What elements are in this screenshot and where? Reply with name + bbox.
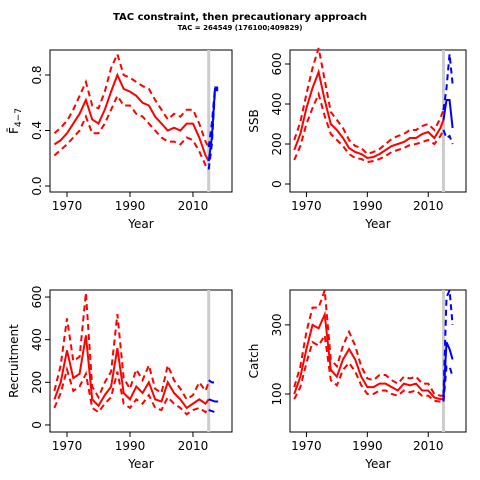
series-line (293, 91, 445, 164)
series-line (53, 72, 210, 162)
y-tick-label: 0 (270, 180, 284, 188)
y-tick-label: 400 (30, 328, 44, 351)
y-tick-label: 300 (270, 313, 284, 336)
x-tick-label: 1990 (115, 439, 146, 453)
series-line (293, 68, 445, 160)
plot-frame (49, 289, 233, 433)
series-line (208, 409, 219, 414)
y-axis-label-main: F̄ (7, 127, 21, 134)
y-axis-label-main: SSB (247, 109, 261, 132)
series-line (442, 129, 454, 145)
series-line (293, 47, 445, 156)
chart-subtitle: TAC = 264549 (176100;409829) (178, 24, 303, 32)
y-tick-label: 0 (30, 421, 44, 429)
plot-frame (289, 289, 467, 433)
y-tick-label: 600 (270, 53, 284, 76)
y-axis-label-subscript: 4−7 (14, 108, 24, 127)
x-tick-label: 1970 (52, 199, 83, 213)
y-tick-label: 0.4 (30, 121, 44, 140)
series-line (53, 335, 210, 410)
series-line (442, 99, 454, 129)
series-line (207, 89, 219, 170)
y-tick-label: 0.0 (30, 176, 44, 195)
series-line (53, 292, 210, 401)
y-tick-label: 600 (30, 286, 44, 309)
x-axis-label: Year (364, 217, 390, 231)
y-tick-label: 100 (270, 383, 284, 406)
series-line (208, 398, 219, 403)
series-line (208, 379, 219, 384)
chart-title: TAC constraint, then precautionary appro… (113, 12, 367, 23)
series-line (442, 53, 454, 111)
y-tick-label: 200 (270, 133, 284, 156)
series-line (293, 310, 444, 401)
series-line (293, 332, 444, 403)
y-axis-label-main: Recruitment (7, 324, 21, 398)
x-tick-label: 2010 (178, 199, 209, 213)
series-line (293, 290, 444, 397)
x-tick-label: 1970 (291, 439, 322, 453)
series-line (53, 51, 210, 148)
y-tick-label: 0.8 (30, 65, 44, 84)
plot-frame (289, 49, 467, 193)
x-tick-label: 1990 (352, 439, 383, 453)
x-tick-label: 2010 (413, 439, 444, 453)
y-axis-label: Recruitment (7, 324, 21, 398)
y-axis-label: F̄4−7 (7, 108, 24, 134)
x-axis-label: Year (364, 457, 390, 471)
x-tick-label: 1990 (352, 199, 383, 213)
x-axis-label: Year (127, 217, 153, 231)
y-axis-label: Catch (247, 344, 261, 379)
x-axis-label: Year (127, 457, 153, 471)
y-axis-label-main: Catch (247, 344, 261, 379)
series-line (53, 93, 210, 170)
y-tick-label: 200 (30, 371, 44, 394)
y-axis-label: SSB (247, 109, 261, 132)
plot-frame (49, 49, 233, 193)
x-tick-label: 1990 (115, 199, 146, 213)
series-line (207, 86, 219, 148)
series-line (442, 365, 454, 402)
series-line (53, 365, 210, 416)
x-tick-label: 1970 (291, 199, 322, 213)
x-tick-label: 1970 (52, 439, 83, 453)
series-line (442, 289, 454, 396)
x-tick-label: 2010 (413, 199, 444, 213)
y-tick-label: 400 (270, 93, 284, 116)
x-tick-label: 2010 (178, 439, 209, 453)
